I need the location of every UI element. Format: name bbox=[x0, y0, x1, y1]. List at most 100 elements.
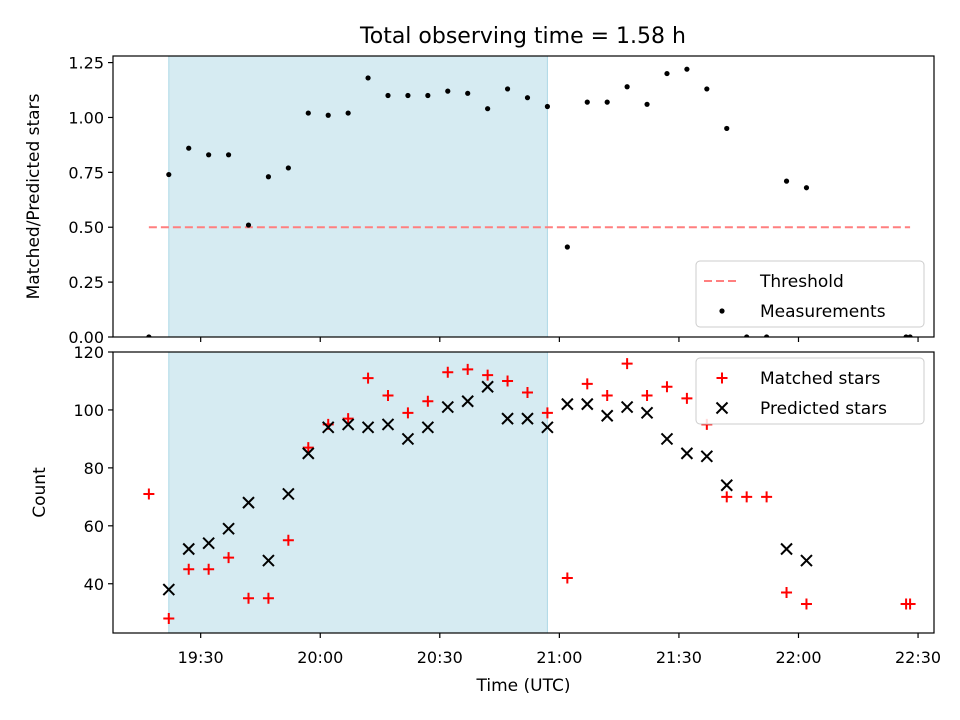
top-measurements-point bbox=[764, 334, 770, 337]
bottom-legend-x-swatch bbox=[715, 401, 729, 415]
bottom-xtick-label: 21:30 bbox=[656, 648, 702, 667]
bottom-predicted-stars-point bbox=[521, 412, 534, 425]
bottom-predicted-stars-point bbox=[162, 583, 176, 596]
bottom-xtick-label: 22:30 bbox=[895, 648, 941, 667]
bottom-predicted-stars-point bbox=[401, 432, 415, 446]
bottom-matched-stars-point bbox=[661, 381, 673, 393]
bottom-predicted-stars-point bbox=[361, 421, 375, 434]
bottom-matched-stars-point bbox=[800, 598, 812, 610]
top-measurements-point bbox=[325, 112, 331, 118]
top-ytick-label: 1.00 bbox=[68, 108, 104, 127]
bottom-matched-stars-point bbox=[243, 592, 255, 604]
bottom-xlabel: Time (UTC) bbox=[476, 676, 571, 696]
top-measurements-point bbox=[564, 244, 570, 250]
bottom-ytick-label: 120 bbox=[73, 343, 104, 362]
bottom-predicted-stars-point bbox=[561, 397, 574, 411]
bottom-matched-stars-point bbox=[302, 442, 314, 454]
bottom-predicted-stars-point bbox=[581, 397, 594, 411]
bottom-axes-frame bbox=[112, 351, 935, 634]
bottom-predicted-stars-point bbox=[182, 542, 195, 556]
top-measurements-point bbox=[644, 101, 650, 107]
bottom-predicted-stars-point bbox=[282, 487, 295, 501]
bottom-matched-stars-point bbox=[262, 592, 274, 604]
top-measurements-point bbox=[186, 145, 192, 151]
top-measurements-point bbox=[744, 334, 750, 337]
bottom-predicted-stars-point bbox=[242, 496, 255, 509]
bottom-xtick-label: 20:00 bbox=[297, 648, 343, 667]
bottom-matched-stars-point bbox=[781, 586, 793, 598]
top-measurements-point bbox=[704, 86, 710, 92]
bottom-matched-stars-point bbox=[482, 369, 494, 381]
top-measurements-point bbox=[524, 95, 531, 101]
bottom-legend-plus-swatch bbox=[716, 372, 728, 384]
bottom-predicted-stars-point bbox=[302, 447, 315, 460]
bottom-predicted-stars-point bbox=[222, 522, 235, 535]
bottom-legend-label: Matched stars bbox=[760, 369, 880, 389]
bottom-matched-stars-point bbox=[223, 552, 235, 564]
top-measurements-point bbox=[365, 75, 371, 81]
bottom-xtick-label: 22:00 bbox=[775, 648, 821, 667]
bottom-predicted-stars-point bbox=[680, 447, 694, 460]
top-measurements-point bbox=[907, 334, 913, 337]
bottom-matched-stars-point bbox=[541, 407, 553, 419]
bottom-xtick-label: 21:00 bbox=[536, 648, 582, 667]
bottom-plot-area bbox=[143, 358, 916, 625]
top-legend: Threshold Measurements bbox=[695, 260, 925, 328]
top-measurements-point bbox=[504, 86, 511, 92]
bottom-predicted-stars-point bbox=[720, 479, 733, 492]
bottom-predicted-stars-point bbox=[421, 421, 435, 434]
top-ytick-label: 0.00 bbox=[68, 328, 104, 347]
bottom-ytick-label: 80 bbox=[84, 459, 104, 478]
bottom-matched-stars-point bbox=[143, 488, 155, 500]
top-ytick-label: 0.25 bbox=[68, 273, 104, 292]
bottom-predicted-stars-point bbox=[640, 406, 654, 420]
top-measurements-point bbox=[146, 334, 152, 337]
top-measurements-point bbox=[225, 152, 232, 158]
bottom-predicted-stars-point bbox=[461, 395, 474, 408]
bottom-predicted-stars-point bbox=[660, 432, 674, 446]
bottom-predicted-stars-point bbox=[541, 421, 554, 434]
bottom-matched-stars-point bbox=[741, 491, 753, 503]
bottom-predicted-stars-point bbox=[322, 421, 335, 434]
top-ytick-label: 0.50 bbox=[68, 218, 104, 237]
bottom-legend: Matched stars Predicted stars bbox=[695, 357, 925, 425]
top-measurements-point bbox=[285, 165, 291, 171]
bottom-panel: 40 60 80 100 120 19:30 20:00 20:30 21:00 21:30 22:… bbox=[30, 343, 941, 696]
top-measurements-point bbox=[245, 222, 252, 228]
bottom-predicted-stars-point bbox=[262, 554, 275, 567]
top-measurements-point bbox=[604, 99, 610, 105]
top-measurements-point bbox=[485, 106, 491, 112]
bottom-predicted-stars-point bbox=[600, 409, 614, 422]
bottom-matched-stars-point bbox=[163, 613, 175, 625]
bottom-matched-stars-point bbox=[442, 366, 454, 378]
bottom-ytick-label: 40 bbox=[84, 575, 104, 594]
bottom-observing-span bbox=[168, 351, 548, 634]
bottom-matched-stars-point bbox=[203, 563, 215, 575]
top-measurements-point bbox=[544, 103, 551, 110]
top-measurements-point bbox=[265, 174, 272, 180]
top-measurements-point bbox=[385, 92, 391, 99]
bottom-predicted-stars-point bbox=[800, 554, 813, 567]
bottom-matched-stars-point bbox=[641, 389, 653, 401]
top-panel: 0.00 0.25 0.50 0.75 1.00 1.25 Matched/Predicte… bbox=[24, 54, 935, 347]
top-measurements-point bbox=[684, 66, 690, 72]
bottom-matched-stars-point bbox=[601, 389, 613, 401]
top-measurements-point bbox=[445, 88, 451, 94]
bottom-ytick-label: 100 bbox=[73, 401, 104, 420]
bottom-matched-stars-point bbox=[462, 363, 474, 375]
bottom-matched-stars-point bbox=[721, 491, 733, 503]
top-measurements-point bbox=[584, 99, 590, 105]
bottom-predicted-stars-point bbox=[381, 418, 395, 431]
bottom-matched-stars-point bbox=[581, 378, 593, 390]
top-observing-span bbox=[168, 55, 548, 338]
top-measurements-point bbox=[624, 84, 630, 90]
top-legend-dot-swatch bbox=[719, 308, 725, 314]
top-measurements-point bbox=[345, 110, 351, 116]
bottom-predicted-stars-point bbox=[501, 412, 514, 425]
bottom-matched-stars-point bbox=[521, 387, 533, 399]
figure-title: Total observing time = 1.58 h bbox=[359, 24, 686, 49]
bottom-predicted-stars-point bbox=[202, 536, 215, 550]
bottom-predicted-stars-point bbox=[780, 542, 793, 556]
bottom-ylabel: Count bbox=[30, 467, 50, 518]
top-ytick-label: 0.75 bbox=[68, 163, 104, 182]
